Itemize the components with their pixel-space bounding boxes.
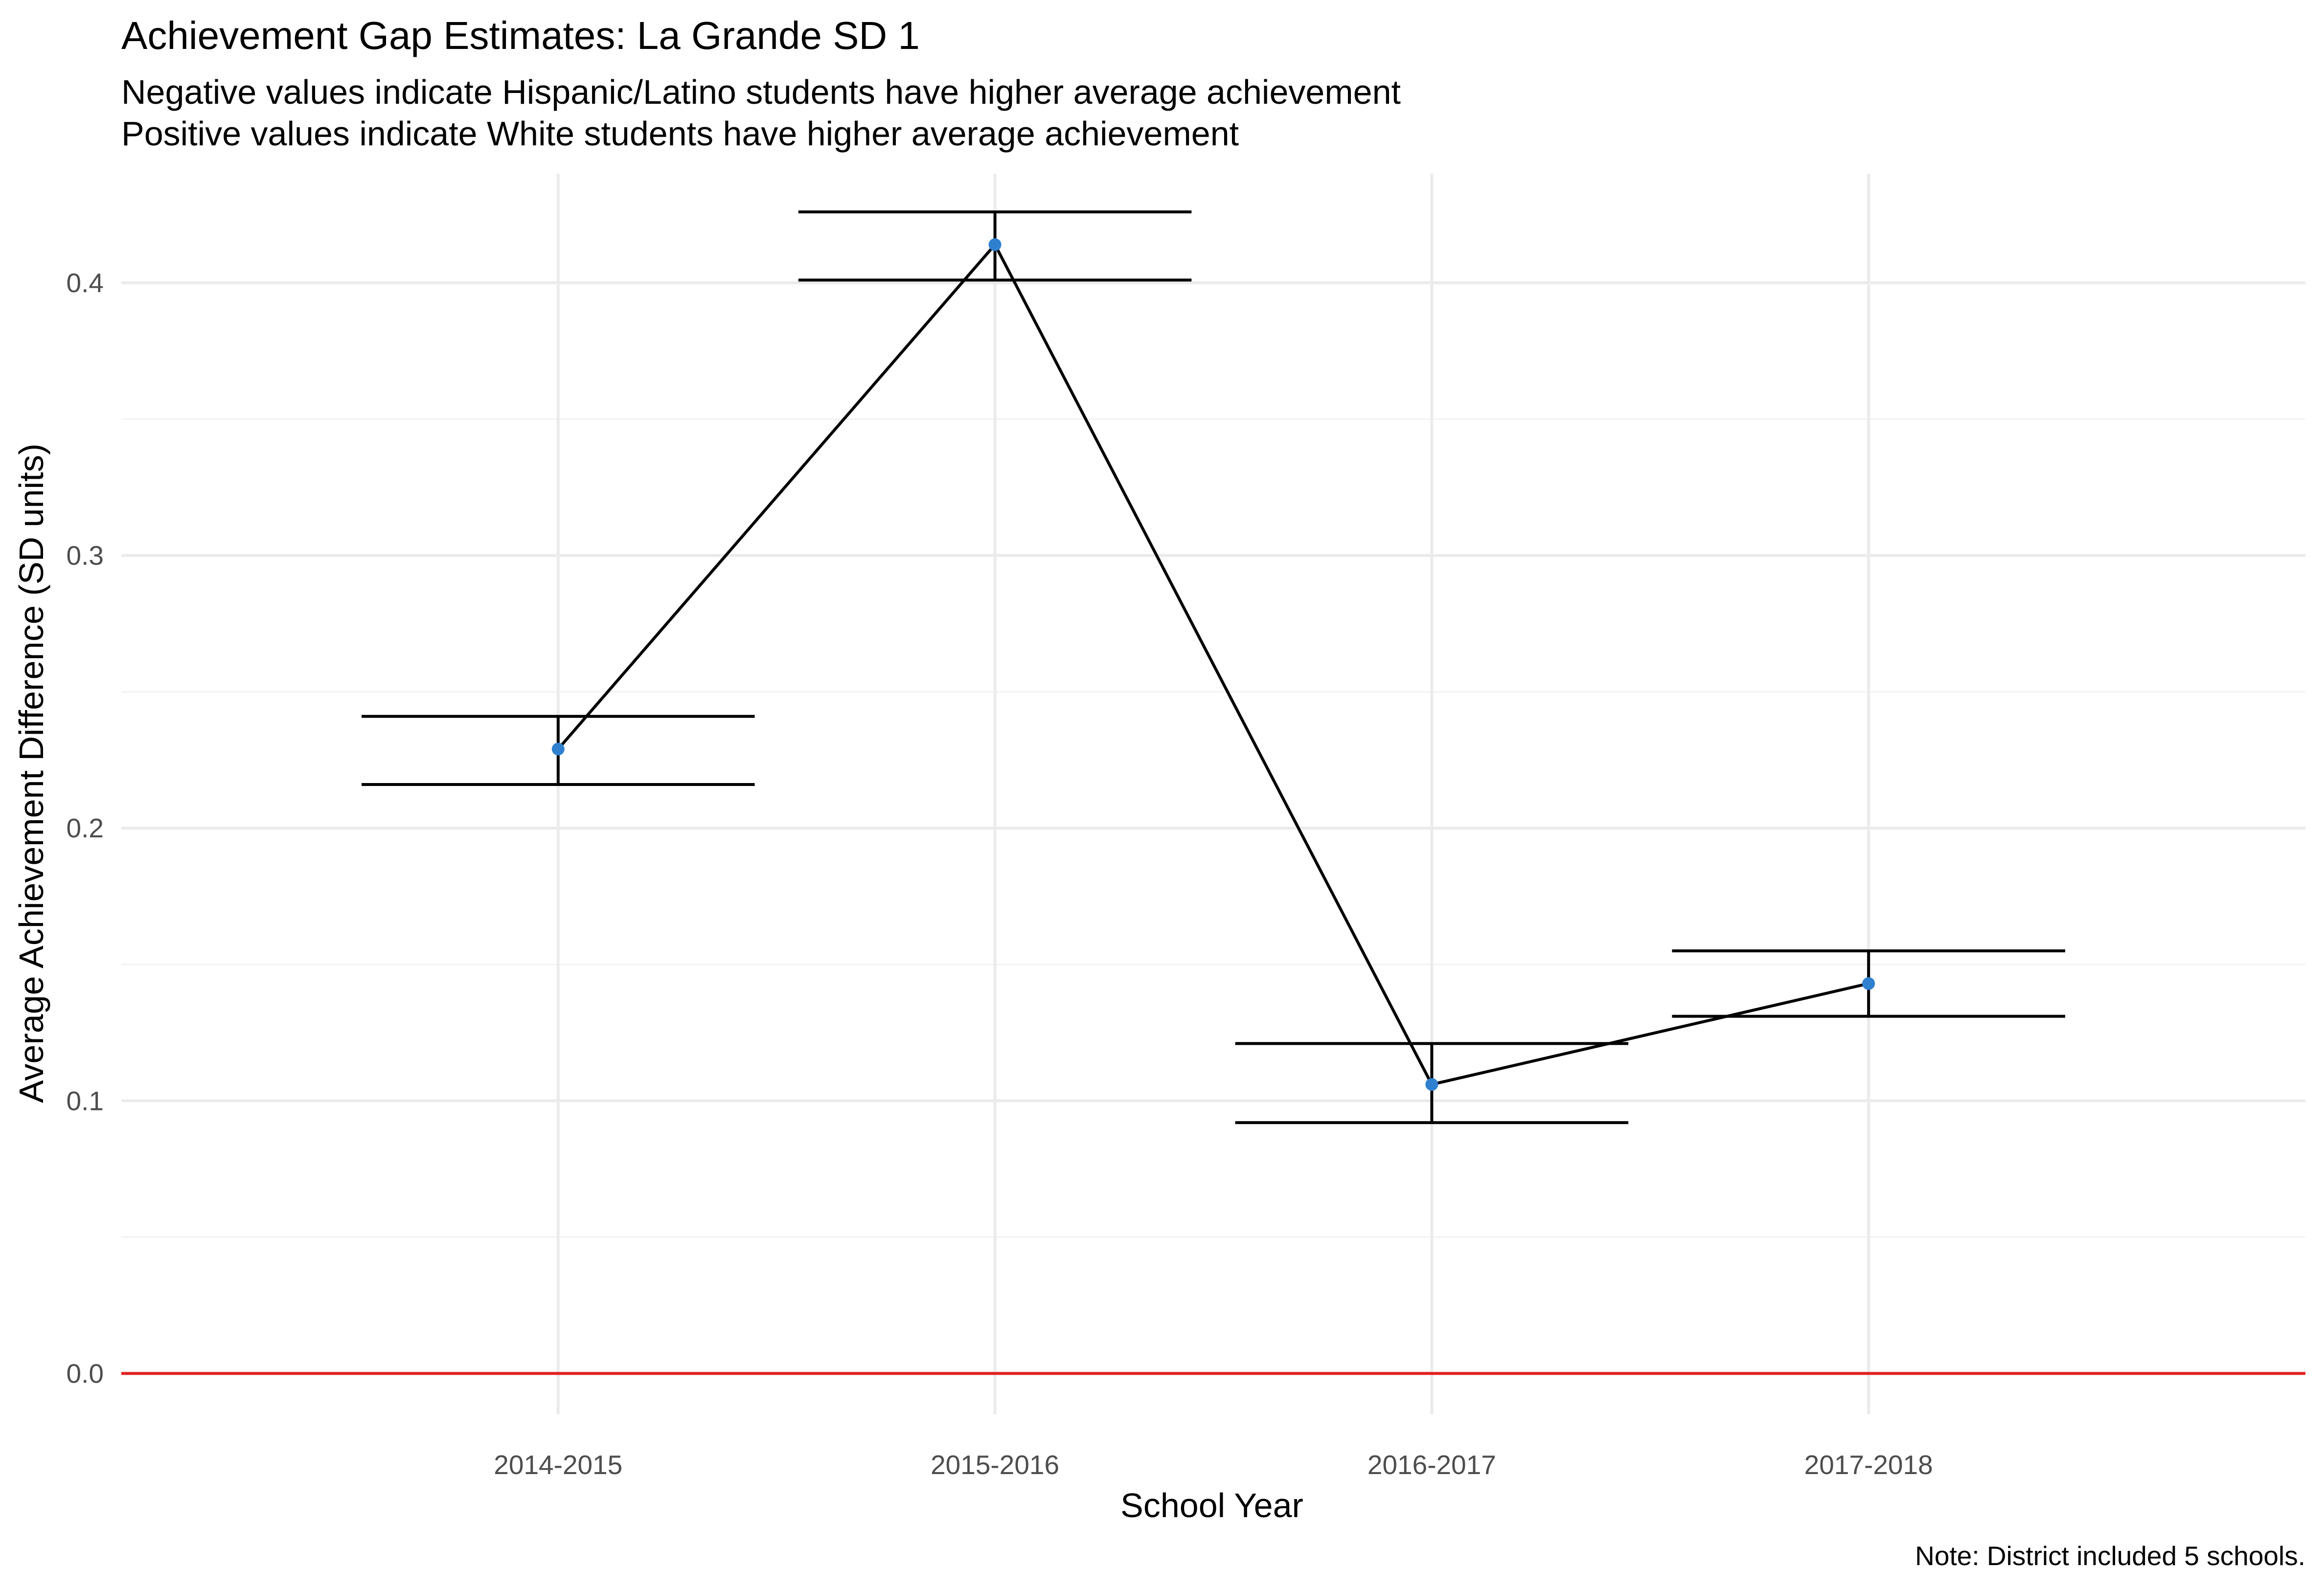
series-line — [557, 243, 1869, 1086]
grid-lines — [121, 174, 2305, 1414]
y-axis-title: Average Achievement Difference (SD units… — [12, 443, 50, 1103]
x-tick-label: 2014-2015 — [494, 1450, 622, 1480]
chart-title: Achievement Gap Estimates: La Grande SD … — [121, 14, 920, 57]
x-axis-title: School Year — [1120, 1486, 1303, 1524]
x-axis-tick-labels: 2014-2015 2015-2016 2016-2017 2017-2018 — [494, 1450, 1933, 1480]
data-point — [551, 742, 565, 756]
y-tick-label: 0.0 — [67, 1358, 104, 1388]
x-tick-label: 2017-2018 — [1804, 1450, 1933, 1480]
data-point — [988, 238, 1002, 251]
x-tick-label: 2015-2016 — [931, 1450, 1059, 1480]
y-tick-label: 0.4 — [67, 268, 104, 298]
data-point — [1425, 1078, 1438, 1091]
y-tick-label: 0.1 — [67, 1085, 104, 1116]
series-line-group — [557, 243, 1869, 1086]
y-tick-label: 0.2 — [67, 813, 104, 843]
y-tick-label: 0.3 — [67, 540, 104, 571]
chart-subtitle-line-2: Positive values indicate White students … — [121, 115, 1239, 153]
data-point — [1862, 977, 1875, 990]
chart-caption: Note: District included 5 schools. — [1915, 1541, 2305, 1571]
chart-subtitle-line-1: Negative values indicate Hispanic/Latino… — [121, 73, 1401, 111]
y-axis-tick-labels: 0.0 0.1 0.2 0.3 0.4 — [67, 268, 104, 1389]
data-points — [551, 238, 1875, 1091]
x-tick-label: 2016-2017 — [1367, 1450, 1496, 1480]
